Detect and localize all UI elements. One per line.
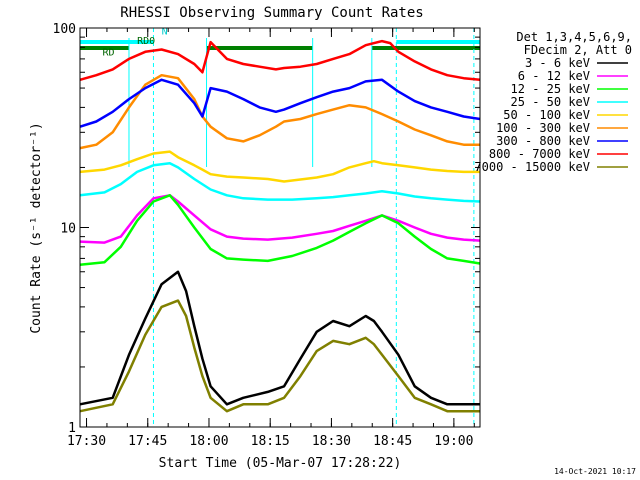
annotation-2: N xyxy=(162,26,168,37)
x-tick-label-0: 17:30 xyxy=(67,434,106,449)
chart-title: RHESSI Observing Summary Count Rates xyxy=(120,5,423,21)
series-line-0 xyxy=(79,270,480,406)
legend-label-1: 6 - 12 keV xyxy=(518,69,590,83)
x-axis: 17:30 17:45 18:00 18:15 18:30 18:45 19:00 xyxy=(67,28,475,449)
legend-label-3: 25 - 50 keV xyxy=(511,95,590,109)
series-line-4 xyxy=(79,150,480,183)
series-line-6 xyxy=(79,78,481,128)
legend-header-line-2: FDecim 2, Att 0 xyxy=(524,43,632,57)
annotation-1: RD0 xyxy=(137,36,155,47)
legend-label-4: 50 - 100 keV xyxy=(503,108,590,122)
x-tick-label-2: 18:00 xyxy=(189,434,228,449)
series-line-8 xyxy=(79,299,480,413)
series-line-7 xyxy=(79,39,481,82)
legend-header-line-1: Det 1,3,4,5,6,9, xyxy=(516,30,632,44)
y-tick-label-2: 100 xyxy=(53,22,76,37)
legend-label-6: 300 - 800 keV xyxy=(496,134,590,148)
series-line-2 xyxy=(79,194,481,267)
legend: Det 1,3,4,5,6,9, FDecim 2, Att 0 3 - 6 k… xyxy=(474,30,632,174)
x-tick-label-5: 18:45 xyxy=(373,434,412,449)
x-axis-label: Start Time (05-Mar-07 17:28:22) xyxy=(159,456,402,471)
x-tick-label-4: 18:30 xyxy=(312,434,351,449)
legend-label-2: 12 - 25 keV xyxy=(511,82,590,96)
legend-label-5: 100 - 300 keV xyxy=(496,121,590,135)
series-line-1 xyxy=(79,194,481,244)
y-tick-label-0: 1 xyxy=(68,421,76,436)
legend-label-8: 7000 - 15000 keV xyxy=(474,160,590,174)
x-tick-label-6: 19:00 xyxy=(434,434,473,449)
legend-label-0: 3 - 6 keV xyxy=(525,56,590,70)
y-axis-label: Count Rate (s⁻¹ detector⁻¹) xyxy=(29,122,44,333)
x-tick-label-1: 17:45 xyxy=(128,434,167,449)
x-tick-label-3: 18:15 xyxy=(251,434,290,449)
annotation-0: RD xyxy=(102,47,114,58)
y-axis: 1 10 100 xyxy=(53,22,480,436)
series-line-5 xyxy=(79,73,480,150)
footer-date: 14-Oct-2021 10:17 xyxy=(554,467,636,476)
series-line-3 xyxy=(79,161,481,203)
plot-area: RD RD0 N xyxy=(79,26,481,427)
legend-label-7: 800 - 7000 keV xyxy=(489,147,590,161)
y-tick-label-1: 10 xyxy=(60,222,76,237)
